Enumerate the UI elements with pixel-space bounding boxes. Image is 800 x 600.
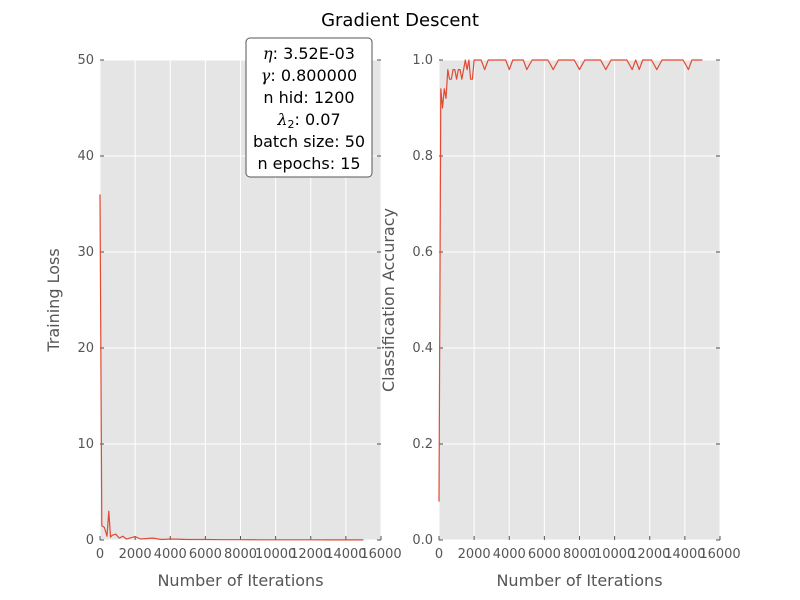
- x-tick-label: 6000: [528, 547, 561, 562]
- x-tick-label: 12000: [290, 547, 331, 562]
- info-subscript: 2: [288, 118, 295, 131]
- x-tick-label: 2000: [119, 547, 152, 562]
- info-line: γ: 0.800000: [261, 66, 357, 85]
- x-tick-label: 14000: [325, 547, 366, 562]
- x-tick-label: 16000: [699, 547, 740, 562]
- y-tick-label: 50: [77, 53, 94, 68]
- x-tick-label: 12000: [629, 547, 670, 562]
- info-value: batch size: 50: [253, 132, 365, 151]
- info-line: n epochs: 15: [257, 154, 360, 173]
- y-tick-label: 20: [77, 341, 94, 356]
- y-tick-label: 0: [86, 533, 94, 548]
- subplots: 0 2000 4000 6000 800010000120001400016000010…: [44, 53, 741, 590]
- y-axis-label: Classification Accuracy: [379, 208, 398, 392]
- x-tick-label: 6000: [189, 547, 222, 562]
- info-value: : 0.800000: [270, 66, 357, 85]
- y-tick-label: 0.2: [412, 437, 433, 452]
- x-tick-label: 0: [435, 547, 443, 562]
- x-tick-label: 14000: [664, 547, 705, 562]
- x-tick-label: 10000: [594, 547, 635, 562]
- x-tick-label: 10000: [255, 547, 296, 562]
- info-symbol: λ: [276, 110, 287, 129]
- x-axis-label: Number of Iterations: [496, 571, 662, 590]
- info-symbol: η: [263, 44, 273, 63]
- chart-title: Gradient Descent: [321, 10, 479, 31]
- info-symbol: γ: [261, 66, 271, 85]
- info-value: n hid: 1200: [263, 88, 354, 107]
- info-line: batch size: 50: [253, 132, 365, 151]
- x-tick-label: 16000: [360, 547, 401, 562]
- y-tick-label: 0.6: [412, 245, 433, 260]
- series-line: [438, 59, 703, 502]
- x-tick-label: 8000: [224, 547, 257, 562]
- y-tick-label: 0.0: [412, 533, 433, 548]
- y-tick-label: 30: [77, 245, 94, 260]
- info-line: n hid: 1200: [263, 88, 354, 107]
- y-tick-label: 40: [77, 149, 94, 164]
- y-tick-label: 10: [77, 437, 94, 452]
- y-tick-label: 0.8: [412, 149, 433, 164]
- x-tick-label: 2000: [458, 547, 491, 562]
- x-tick-label: 4000: [493, 547, 526, 562]
- info-value: n epochs: 15: [257, 154, 360, 173]
- series-line: [99, 194, 364, 541]
- x-tick-label: 8000: [563, 547, 596, 562]
- y-tick-label: 0.4: [412, 341, 433, 356]
- info-value: : 3.52E-03: [273, 44, 355, 63]
- info-line: λ2: 0.07: [276, 110, 340, 131]
- x-tick-label: 0: [96, 547, 104, 562]
- x-tick-label: 4000: [154, 547, 187, 562]
- y-tick-label: 1.0: [412, 53, 433, 68]
- info-box-frame: [245, 37, 373, 178]
- info-value: : 0.07: [295, 110, 341, 129]
- x-axis-label: Number of Iterations: [157, 571, 323, 590]
- y-axis-label: Training Loss: [44, 248, 63, 352]
- info-line: η: 3.52E-03: [263, 44, 355, 63]
